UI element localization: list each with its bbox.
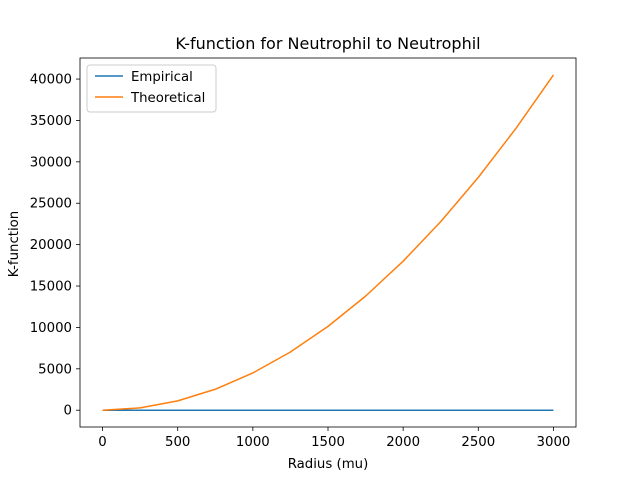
legend-label-theoretical: Theoretical — [130, 91, 205, 106]
y-tick-label: 40000 — [30, 73, 72, 88]
y-tick-label: 25000 — [30, 197, 72, 212]
y-tick-label: 15000 — [30, 280, 72, 295]
x-tick-label: 1500 — [311, 435, 345, 450]
series-layer — [102, 74, 555, 411]
x-axis-label: Radius (mu) — [288, 457, 369, 472]
series-line-theoretical — [102, 74, 555, 411]
y-tick-label: 0 — [64, 404, 72, 419]
y-tick-label: 30000 — [30, 155, 72, 170]
chart-title: K-function for Neutrophil to Neutrophil — [175, 34, 480, 53]
y-tick-label: 20000 — [30, 238, 72, 253]
x-axis-ticks: 0 500 1000 1500 2000 2500 3000 — [98, 427, 570, 450]
x-tick-label: 2500 — [461, 435, 495, 450]
x-tick-label: 2000 — [386, 435, 420, 450]
x-tick-label: 500 — [165, 435, 190, 450]
y-tick-label: 10000 — [30, 321, 72, 336]
y-tick-label: 5000 — [38, 362, 72, 377]
y-tick-label: 35000 — [30, 114, 72, 129]
x-tick-label: 0 — [98, 435, 106, 450]
y-axis-ticks: 0 5000 10000 15000 20000 25000 30000 35000 40000 — [30, 73, 80, 419]
legend: Empirical Theoretical — [86, 64, 217, 113]
x-tick-label: 1000 — [236, 435, 270, 450]
y-axis-label: K-function — [7, 211, 22, 277]
legend-label-empirical: Empirical — [131, 70, 193, 85]
x-tick-label: 3000 — [537, 435, 571, 450]
